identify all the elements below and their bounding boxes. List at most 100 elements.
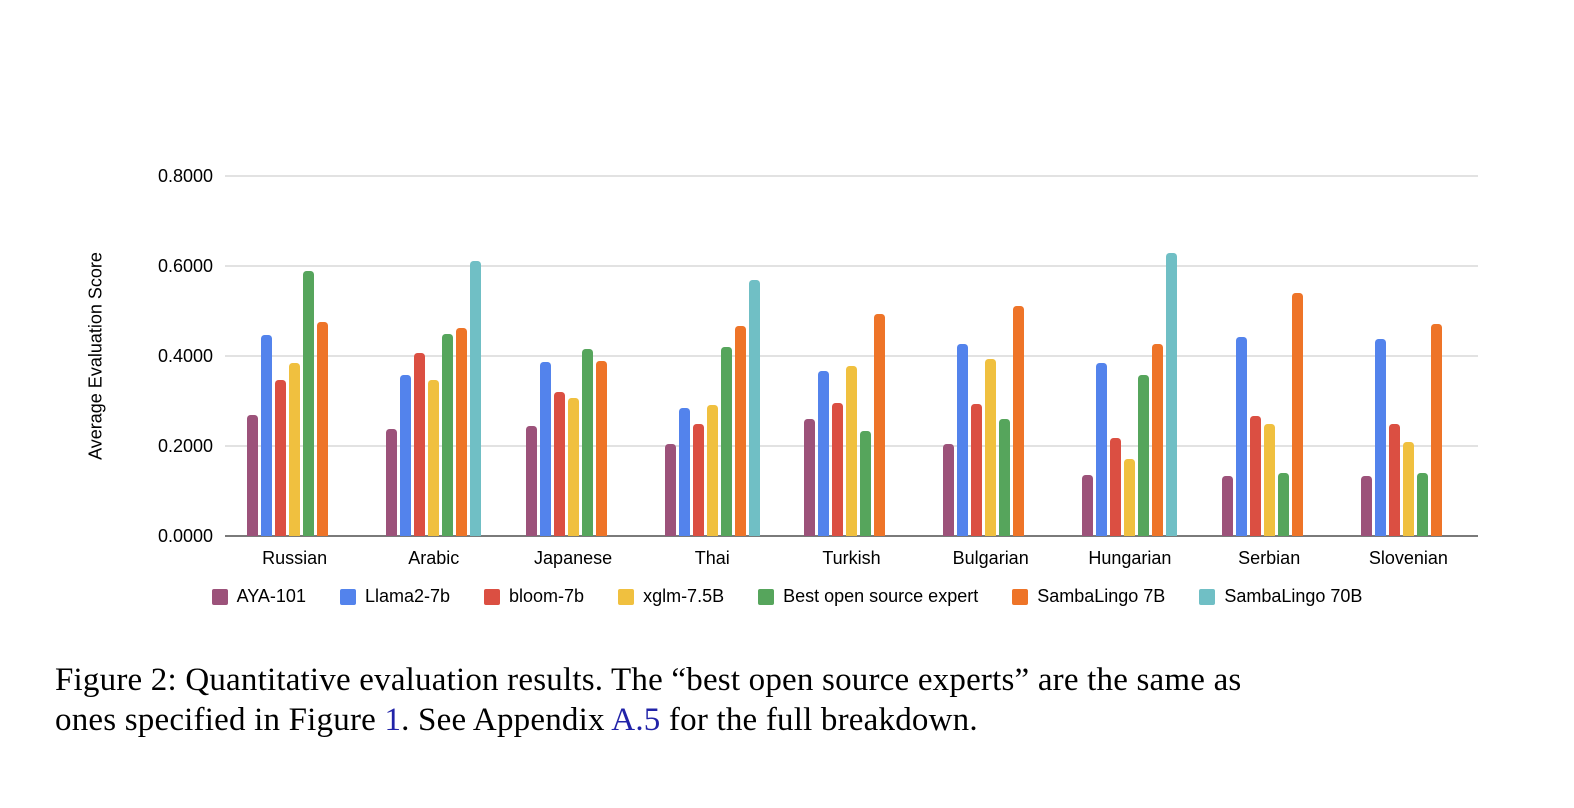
bar-SambaLingo 7B-Japanese <box>595 360 607 536</box>
caption-text: for the full breakdown. <box>660 702 978 738</box>
bar-Llama2-7b-Japanese <box>539 362 551 536</box>
legend-label: Best open source expert <box>783 586 979 606</box>
legend-label: AYA-101 <box>236 586 306 606</box>
bar-AYA-101-Serbian <box>1221 476 1233 536</box>
bar-Llama2-7b-Thai <box>678 407 690 537</box>
legend-item-xglm-7.5B: xglm-7.5B <box>618 586 724 607</box>
figure-caption: Figure 2: Quantitative evaluation result… <box>55 660 1535 740</box>
legend-item-Best open source expert: Best open source expert <box>758 586 978 607</box>
y-tick-label: 0.8000 <box>157 166 213 186</box>
legend-swatch-icon <box>211 588 228 605</box>
legend-label: Llama2-7b <box>364 586 451 606</box>
bar-bloom-7b-Arabic <box>414 353 426 536</box>
y-tick-label: 0.2000 <box>157 436 213 456</box>
bar-AYA-101-Bulgarian <box>943 443 955 537</box>
x-label-Hungarian: Hungarian <box>1088 548 1172 568</box>
bar-SambaLingo 7B-Russian <box>317 322 329 537</box>
bar-SambaLingo 7B-Arabic <box>456 327 468 536</box>
bar-Best open source expert-Slovenian <box>1416 472 1428 536</box>
bar-SambaLingo 7B-Bulgarian <box>1013 306 1025 536</box>
y-tick-label: 0.4000 <box>157 346 213 366</box>
bar-bloom-7b-Serbian <box>1249 415 1261 537</box>
bar-xglm-7.5B-Japanese <box>567 398 579 536</box>
x-label-Russian: Russian <box>262 548 328 568</box>
bar-SambaLingo 7B-Serbian <box>1291 293 1303 536</box>
bar-AYA-101-Russian <box>247 415 259 536</box>
bar-Best open source expert-Turkish <box>860 431 871 536</box>
legend-swatch-icon <box>484 588 501 605</box>
bar-Best open source expert-Thai <box>720 346 732 536</box>
bar-Best open source expert-Japanese <box>581 349 593 537</box>
appendix-a5-link[interactable]: A.5 <box>611 702 661 738</box>
bar-xglm-7.5B-Thai <box>706 405 718 536</box>
bar-bloom-7b-Slovenian <box>1388 423 1400 536</box>
y-tick-label: 0.0000 <box>157 526 213 546</box>
bar-bloom-7b-Japanese <box>553 392 565 536</box>
bar-AYA-101-Turkish <box>804 419 815 536</box>
x-label-Thai: Thai <box>694 548 730 568</box>
bar-Llama2-7b-Arabic <box>400 375 412 537</box>
bar-bloom-7b-Russian <box>275 380 287 536</box>
bar-AYA-101-Hungarian <box>1082 475 1094 537</box>
gridline <box>225 175 1478 177</box>
caption-line: ones specified in Figure 1. See Appendix… <box>55 700 1535 740</box>
bar-AYA-101-Arabic <box>386 429 398 536</box>
bar-SambaLingo 70B-Thai <box>748 279 760 536</box>
bar-SambaLingo 7B-Slovenian <box>1430 323 1442 536</box>
bar-xglm-7.5B-Hungarian <box>1124 458 1136 536</box>
y-tick-label: 0.6000 <box>157 256 213 276</box>
legend-label: SambaLingo 7B <box>1037 586 1166 606</box>
bar-xglm-7.5B-Arabic <box>428 380 440 536</box>
gridline <box>225 355 1478 357</box>
bar-bloom-7b-Turkish <box>832 403 843 537</box>
bar-Llama2-7b-Hungarian <box>1096 362 1108 537</box>
bar-Best open source expert-Arabic <box>442 333 454 536</box>
bar-SambaLingo 7B-Hungarian <box>1152 344 1164 536</box>
legend-item-bloom-7b: bloom-7b <box>484 586 584 607</box>
legend-swatch-icon <box>1012 588 1029 605</box>
legend-label: SambaLingo 70B <box>1224 586 1363 606</box>
bar-Llama2-7b-Bulgarian <box>957 344 969 536</box>
caption-text: ones specified in Figure <box>55 702 385 738</box>
bar-xglm-7.5B-Turkish <box>846 366 857 537</box>
figure-1-link[interactable]: 1 <box>384 702 402 738</box>
bar-Llama2-7b-Russian <box>261 335 273 536</box>
bar-Llama2-7b-Serbian <box>1235 336 1247 536</box>
caption-text: Figure 2: Quantitative evaluation result… <box>55 662 1242 698</box>
bar-xglm-7.5B-Russian <box>289 362 301 537</box>
bar-SambaLingo 70B-Hungarian <box>1166 252 1178 536</box>
legend-swatch-icon <box>1199 588 1216 605</box>
chart-legend: AYA-101 Llama2-7b bloom-7b xglm-7.5B Best op… <box>0 586 1574 607</box>
bar-xglm-7.5B-Slovenian <box>1402 441 1414 536</box>
bar-SambaLingo 7B-Turkish <box>874 314 885 536</box>
legend-item-SambaLingo 7B: SambaLingo 7B <box>1012 586 1165 607</box>
bar-Best open source expert-Hungarian <box>1138 374 1150 536</box>
legend-label: xglm-7.5B <box>643 586 725 606</box>
bar-AYA-101-Slovenian <box>1360 476 1372 536</box>
bar-SambaLingo 70B-Arabic <box>470 261 482 536</box>
plot-area: 0.0000 0.2000 0.4000 0.6000 0.8000 Russian Ara… <box>157 166 1478 568</box>
bar-bloom-7b-Hungarian <box>1110 437 1122 536</box>
bar-Best open source expert-Serbian <box>1277 473 1289 536</box>
legend-item-Llama2-7b: Llama2-7b <box>339 586 451 607</box>
x-label-Bulgarian: Bulgarian <box>952 548 1029 568</box>
x-label-Slovenian: Slovenian <box>1368 548 1448 568</box>
x-label-Turkish: Turkish <box>822 548 881 568</box>
legend-swatch-icon <box>758 588 775 605</box>
bar-AYA-101-Thai <box>664 444 676 536</box>
caption-line: Figure 2: Quantitative evaluation result… <box>55 660 1535 700</box>
legend-item-SambaLingo 70B: SambaLingo 70B <box>1199 586 1362 607</box>
bar-bloom-7b-Thai <box>692 423 704 536</box>
bar-Llama2-7b-Turkish <box>818 370 829 537</box>
legend-item-AYA-101: AYA-101 <box>211 586 306 607</box>
bar-AYA-101-Japanese <box>525 426 537 536</box>
bar-Llama2-7b-Slovenian <box>1374 339 1386 537</box>
bar-Best open source expert-Bulgarian <box>999 419 1011 536</box>
legend-swatch-icon <box>618 588 635 605</box>
bar-bloom-7b-Bulgarian <box>971 404 983 536</box>
bar-Best open source expert-Russian <box>303 271 315 536</box>
bar-xglm-7.5B-Bulgarian <box>985 359 997 536</box>
x-label-Japanese: Japanese <box>534 548 613 568</box>
evaluation-bar-chart: Average Evaluation Score 0.0000 0.2000 0.4… <box>0 166 1574 607</box>
